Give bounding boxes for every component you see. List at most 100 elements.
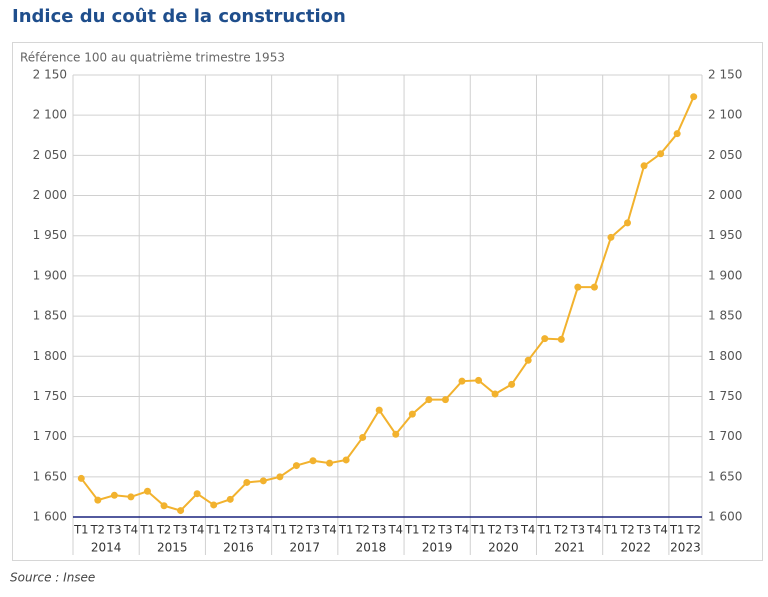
- x-tick-label: T4: [321, 523, 336, 537]
- x-tick-label: T3: [636, 523, 651, 537]
- source-note: Source : Insee: [10, 571, 95, 585]
- x-tick-label: T3: [239, 523, 254, 537]
- x-tick-label: T2: [222, 523, 237, 537]
- x-tick-label: T1: [272, 523, 287, 537]
- data-point: [624, 219, 632, 227]
- y2-tick-label: 1 850: [708, 309, 742, 323]
- data-point: [590, 283, 598, 291]
- data-point: [607, 233, 615, 241]
- y2-tick-label: 1 650: [708, 469, 742, 483]
- y-tick-label: 1 700: [33, 429, 67, 443]
- x-tick-label: T3: [172, 523, 187, 537]
- x-group-label: 2022: [621, 541, 652, 555]
- y2-tick-label: 1 950: [708, 228, 742, 242]
- data-point: [143, 487, 151, 495]
- data-point: [375, 406, 383, 414]
- x-group-label: 2017: [289, 541, 320, 555]
- data-point: [193, 490, 201, 498]
- y-tick-label: 1 650: [33, 469, 67, 483]
- data-point: [243, 478, 251, 486]
- x-tick-label: T3: [437, 523, 452, 537]
- x-group-label: 2020: [488, 541, 519, 555]
- data-line: [80, 96, 695, 512]
- data-point: [475, 376, 483, 384]
- x-tick-label: T1: [470, 523, 485, 537]
- data-point: [524, 356, 532, 364]
- x-tick-label: T1: [338, 523, 353, 537]
- y2-tick-label: 1 800: [708, 349, 742, 363]
- y2-tick-label: 1 750: [708, 389, 742, 403]
- data-point: [392, 430, 400, 438]
- y-tick-label: 2 050: [33, 148, 67, 162]
- y2-tick-label: 1 700: [708, 429, 742, 443]
- data-point: [640, 162, 648, 170]
- data-point: [541, 335, 549, 343]
- data-point: [657, 150, 665, 158]
- x-tick-label: T2: [553, 523, 568, 537]
- data-point: [226, 495, 234, 503]
- x-tick-label: T2: [619, 523, 634, 537]
- data-point: [508, 380, 516, 388]
- x-tick-label: T2: [288, 523, 303, 537]
- y-tick-label: 2 100: [33, 108, 67, 122]
- x-tick-label: T1: [669, 523, 684, 537]
- y-tick-label: 1 850: [33, 309, 67, 323]
- x-tick-label: T1: [537, 523, 552, 537]
- y-tick-label: 2 000: [33, 188, 67, 202]
- x-tick-label: T4: [123, 523, 138, 537]
- x-tick-label: T3: [371, 523, 386, 537]
- data-point: [326, 459, 334, 467]
- data-point: [441, 396, 449, 404]
- x-tick-label: T3: [570, 523, 585, 537]
- x-tick-label: T1: [73, 523, 88, 537]
- x-tick-label: T3: [106, 523, 121, 537]
- y-tick-label: 1 900: [33, 268, 67, 282]
- x-group-label: 2018: [356, 541, 387, 555]
- data-point: [94, 496, 102, 504]
- x-group-label: 2016: [223, 541, 254, 555]
- x-tick-label: T2: [156, 523, 171, 537]
- x-tick-label: T4: [652, 523, 667, 537]
- chart-title: Indice du coût de la construction: [12, 6, 346, 27]
- y2-tick-label: 2 000: [708, 188, 742, 202]
- data-point: [359, 433, 367, 441]
- data-point: [574, 283, 582, 291]
- x-tick-label: T4: [454, 523, 469, 537]
- y2-tick-label: 1 900: [708, 268, 742, 282]
- x-tick-label: T1: [603, 523, 618, 537]
- data-point: [127, 493, 135, 501]
- x-tick-label: T1: [206, 523, 221, 537]
- data-point: [276, 473, 284, 481]
- x-tick-label: T2: [421, 523, 436, 537]
- data-point: [491, 390, 499, 398]
- x-tick-label: T2: [354, 523, 369, 537]
- data-point: [673, 130, 681, 138]
- data-point: [425, 396, 433, 404]
- x-group-label: 2019: [422, 541, 453, 555]
- data-point: [160, 502, 168, 510]
- x-tick-label: T1: [139, 523, 154, 537]
- x-tick-label: T4: [255, 523, 270, 537]
- y2-tick-label: 2 150: [708, 68, 742, 82]
- data-point: [77, 474, 85, 482]
- y-tick-label: 2 150: [33, 68, 67, 82]
- data-point: [210, 501, 218, 509]
- data-point: [690, 93, 698, 101]
- y2-tick-label: 2 100: [708, 108, 742, 122]
- data-point: [557, 335, 565, 343]
- x-group-label: 2023: [670, 541, 701, 555]
- x-tick-label: T2: [487, 523, 502, 537]
- chart-frame: [12, 42, 763, 561]
- x-group-label: 2015: [157, 541, 188, 555]
- x-tick-label: T4: [586, 523, 601, 537]
- data-point: [259, 477, 267, 485]
- data-point: [408, 410, 416, 418]
- x-tick-label: T2: [90, 523, 105, 537]
- data-point: [342, 456, 350, 464]
- data-point: [177, 507, 185, 515]
- data-point: [292, 462, 300, 470]
- y2-tick-label: 1 600: [708, 510, 742, 524]
- x-group-label: 2014: [91, 541, 122, 555]
- y-tick-label: 1 800: [33, 349, 67, 363]
